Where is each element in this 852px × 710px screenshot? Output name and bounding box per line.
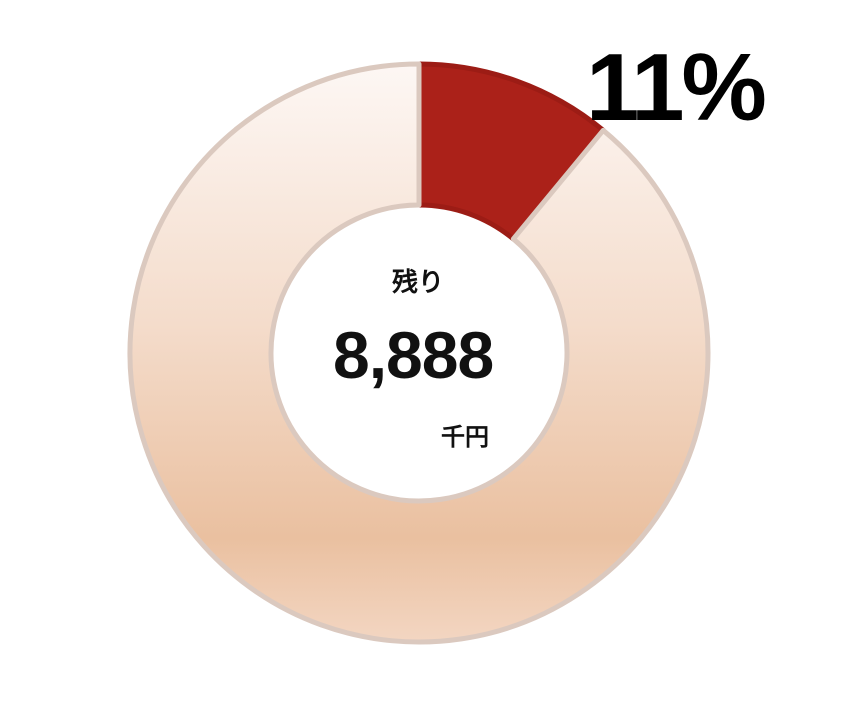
donut-slice-remaining [127, 61, 711, 645]
center-label: 残り [392, 268, 445, 298]
center-unit: 千円 [441, 423, 489, 451]
center-value: 8,888 [333, 318, 494, 392]
used-percent-label: 11% [586, 34, 767, 141]
